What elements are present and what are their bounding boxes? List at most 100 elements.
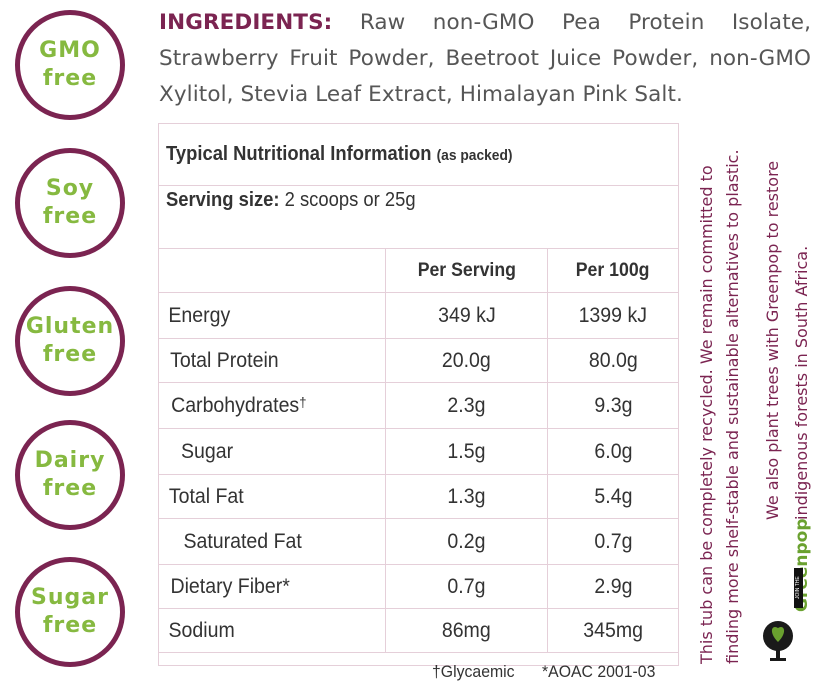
row-name-cell: Carbohydrates† xyxy=(159,383,386,428)
table-row: Dietary Fiber* 0.7g 2.9g xyxy=(159,565,678,609)
row-name: Energy xyxy=(168,303,231,327)
trees-text-line2: indigenous forests in South Africa. xyxy=(792,245,811,520)
per-100g-value: 2.9g xyxy=(593,574,633,598)
table-row: Carbohydrates† 2.3g 9.3g xyxy=(159,383,678,429)
greenpop-logo-icon xyxy=(763,621,793,661)
per-100g-value: 1399 kJ xyxy=(578,303,648,327)
row-name: Total Fat xyxy=(168,484,244,508)
per-serving-cell: 1.5g xyxy=(386,429,548,474)
recycling-text-line1: This tub can be completely recycled. We … xyxy=(697,165,716,664)
badge-line2: free xyxy=(42,342,98,367)
table-header-row: Per Serving Per 100g xyxy=(159,249,678,293)
per-100g-value: 9.3g xyxy=(593,393,633,417)
badge-line1: Gluten xyxy=(25,314,115,339)
badge-line2: free xyxy=(42,476,98,501)
per-100g-cell: 0.7g xyxy=(548,519,678,564)
per-serving-value: 86mg xyxy=(442,618,491,642)
table-row: Sodium 86mg 345mg xyxy=(159,609,678,653)
header-cell-per-serving: Per Serving xyxy=(386,249,548,292)
badge-line2: free xyxy=(42,613,98,638)
per-100g-cell: 6.0g xyxy=(548,429,678,474)
per-serving-value: 2.3g xyxy=(447,393,486,417)
ingredients-paragraph: INGREDIENTS: Raw non-GMO Pea Protein Iso… xyxy=(159,5,811,113)
row-name-cell: Total Fat xyxy=(159,475,386,518)
per-serving-value: 0.7g xyxy=(447,574,486,598)
table-row: Total Fat 1.3g 5.4g xyxy=(159,475,678,519)
badge-line1: Dairy xyxy=(34,448,106,473)
header-per-serving-text: Per Serving xyxy=(417,259,516,281)
table-row: Saturated Fat 0.2g 0.7g xyxy=(159,519,678,565)
row-name: Dietary Fiber* xyxy=(170,574,290,598)
table-row: Energy 349 kJ 1399 kJ xyxy=(159,293,678,339)
row-name-cell: Energy xyxy=(159,293,386,338)
per-100g-cell: 5.4g xyxy=(548,475,678,518)
nutrition-title-note: (as packed) xyxy=(436,147,513,164)
per-100g-cell: 1399 kJ xyxy=(548,293,678,338)
per-serving-value: 20.0g xyxy=(442,348,491,372)
nutrition-table: Typical Nutritional Information (as pack… xyxy=(158,123,679,681)
badge-line2: free xyxy=(42,66,98,91)
row-name: Total Protein xyxy=(170,348,279,372)
recycling-text-line2: finding more shelf-stable and sustainabl… xyxy=(723,149,742,664)
header-cell-blank xyxy=(159,249,386,292)
row-name: Sodium xyxy=(168,618,235,642)
soy-free-badge: Soy free xyxy=(15,148,125,258)
per-serving-cell: 0.2g xyxy=(386,519,548,564)
header-cell-per-100g: Per 100g xyxy=(548,249,678,292)
row-name-wrap: Carbohydrates† xyxy=(171,394,306,418)
row-name-cell: Sugar xyxy=(159,429,386,474)
nutrition-title-row: Typical Nutritional Information (as pack… xyxy=(159,124,678,186)
per-serving-cell: 20.0g xyxy=(386,339,548,382)
per-100g-cell: 345mg xyxy=(548,609,678,652)
row-name-cell: Dietary Fiber* xyxy=(159,565,386,608)
per-serving-cell: 86mg xyxy=(386,609,548,652)
row-name-cell: Sodium xyxy=(159,609,386,652)
per-100g-value: 5.4g xyxy=(593,484,633,508)
per-serving-value: 1.3g xyxy=(447,484,486,508)
nutrition-title: Typical Nutritional Information (as pack… xyxy=(166,143,513,166)
dagger-mark: † xyxy=(299,393,307,410)
per-serving-value: 349 kJ xyxy=(437,303,496,327)
badge-line2: free xyxy=(42,204,98,229)
row-name-cell: Saturated Fat xyxy=(159,519,386,564)
per-serving-cell: 0.7g xyxy=(386,565,548,608)
footnote-glycaemic: †Glycaemic xyxy=(432,662,515,681)
per-100g-cell: 80.0g xyxy=(548,339,678,382)
row-name: Saturated Fat xyxy=(183,529,302,553)
header-per-100g-text: Per 100g xyxy=(576,259,650,281)
per-serving-cell: 2.3g xyxy=(386,383,548,428)
gluten-free-badge: Gluten free xyxy=(15,286,125,396)
nutrition-title-text: Typical Nutritional Information xyxy=(166,143,432,165)
greenpop-tagline: JOIN THE TREEVOLUTION xyxy=(794,568,803,608)
serving-size-value: 2 scoops or 25g xyxy=(284,189,416,211)
ingredients-label: INGREDIENTS: xyxy=(159,10,333,35)
per-100g-value: 0.7g xyxy=(593,529,633,553)
row-name: Carbohydrates xyxy=(171,393,300,417)
dairy-free-badge: Dairy free xyxy=(15,420,125,530)
per-100g-cell: 2.9g xyxy=(548,565,678,608)
sugar-free-badge: Sugar free xyxy=(15,557,125,667)
gmo-free-badge: GMO free xyxy=(15,10,125,120)
footnote-row: †Glycaemic *AOAC 2001-03 xyxy=(159,653,678,689)
per-serving-value: 1.5g xyxy=(447,439,486,463)
row-name-cell: Total Protein xyxy=(159,339,386,382)
per-serving-value: 0.2g xyxy=(447,529,486,553)
per-100g-value: 345mg xyxy=(583,618,643,642)
table-row: Total Protein 20.0g 80.0g xyxy=(159,339,678,383)
footnote-aoac: *AOAC 2001-03 xyxy=(542,662,656,681)
per-serving-cell: 1.3g xyxy=(386,475,548,518)
serving-size-label: Serving size: xyxy=(166,189,280,211)
badge-line1: Sugar xyxy=(31,585,109,610)
per-serving-cell: 349 kJ xyxy=(386,293,548,338)
row-name: Sugar xyxy=(180,439,234,463)
trees-text-line1: We also plant trees with Greenpop to res… xyxy=(763,160,782,520)
table-row: Sugar 1.5g 6.0g xyxy=(159,429,678,475)
badge-line1: Soy xyxy=(45,176,95,201)
ingredients-text: Raw non-GMO Pea Protein Isolate, Strawbe… xyxy=(159,10,812,107)
nutrition-grid: Per Serving Per 100g Energy 349 kJ 1399 … xyxy=(159,248,678,689)
serving-size: Serving size: 2 scoops or 25g xyxy=(166,189,416,212)
per-100g-value: 6.0g xyxy=(593,439,633,463)
badge-line1: GMO xyxy=(39,38,101,63)
per-100g-value: 80.0g xyxy=(588,348,638,372)
per-100g-cell: 9.3g xyxy=(548,383,678,428)
